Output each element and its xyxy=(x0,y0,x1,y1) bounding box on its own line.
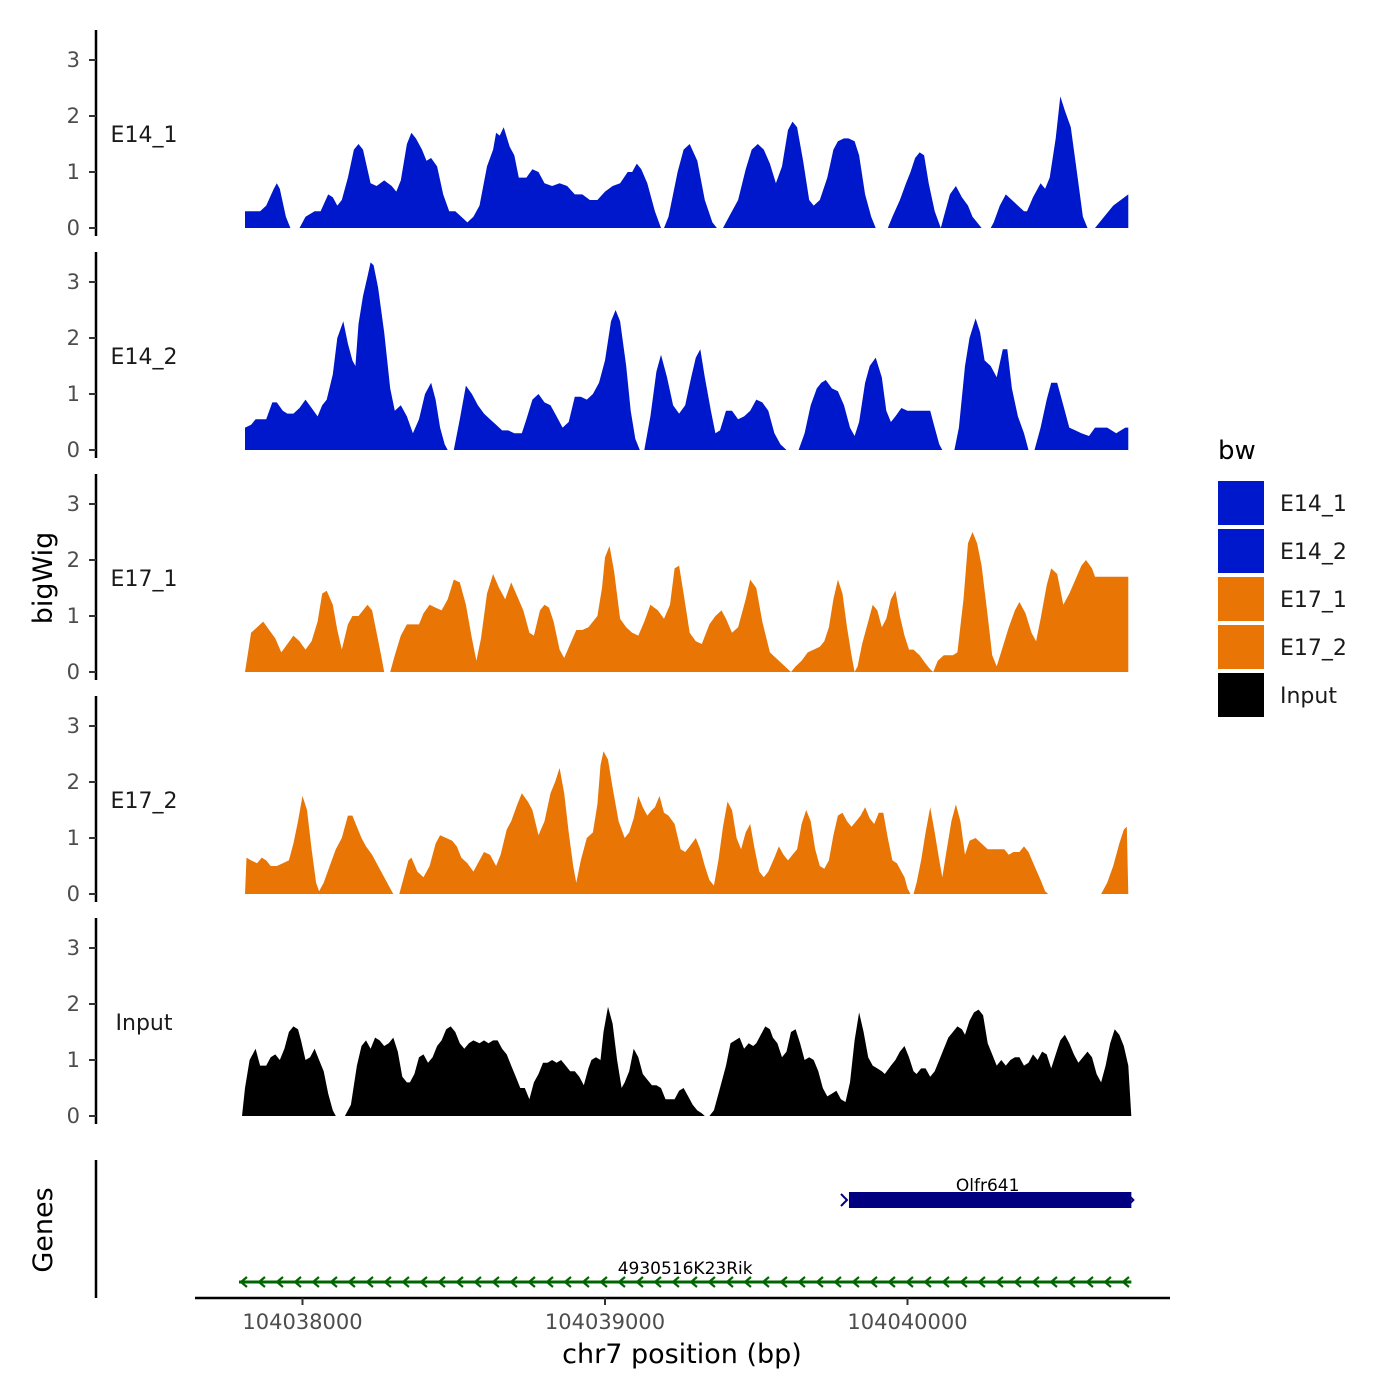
legend-item-e14-1: E14_1 xyxy=(1218,481,1347,525)
strand-arrows xyxy=(840,1193,1135,1207)
signal-tracks: 0 1 2 3 E14_1 0 1 2 3 E14_2 0 1 2 3 E17_1 0 1 2 3 E17_2 0 1 2 3… xyxy=(67,30,1132,1128)
legend-swatch xyxy=(1218,529,1264,573)
x-axis-title: chr7 position (bp) xyxy=(562,1339,802,1370)
y-tick-label: 1 xyxy=(67,1048,80,1072)
track-label-e14-2: E14_2 xyxy=(111,345,178,370)
track-e14-1: 0 1 2 3 E14_1 xyxy=(67,30,1129,240)
legend-item-e14-2: E14_2 xyxy=(1218,529,1347,573)
x-tick-label: 104039000 xyxy=(545,1310,665,1334)
legend-swatch xyxy=(1218,577,1264,621)
strand-arrows xyxy=(239,1276,1130,1288)
y-tick-label: 0 xyxy=(67,660,80,684)
x-tick-label: 104040000 xyxy=(847,1310,967,1334)
gene-name-label: Olfr641 xyxy=(956,1176,1020,1196)
genes-track-title: Genes xyxy=(28,1187,59,1272)
track-input: 0 1 2 3 Input xyxy=(67,918,1132,1128)
y-tick-label: 1 xyxy=(67,826,80,850)
legend-label: E14_2 xyxy=(1280,540,1347,565)
signal-area-e17-2 xyxy=(245,751,1129,894)
y-tick-label: 1 xyxy=(67,160,80,184)
legend-item-e17-2: E17_2 xyxy=(1218,625,1347,669)
y-tick-label: 0 xyxy=(67,438,80,462)
y-tick-label: 0 xyxy=(67,216,80,240)
signal-area-e14-2 xyxy=(245,262,1129,450)
x-tick-label: 104038000 xyxy=(242,1310,362,1334)
legend-swatch xyxy=(1218,481,1264,525)
legend-label: Input xyxy=(1280,684,1337,709)
gene-name-label: 4930516K23Rik xyxy=(618,1259,753,1279)
track-label-input: Input xyxy=(116,1011,173,1036)
legend-item-e17-1: E17_1 xyxy=(1218,577,1347,621)
y-tick-label: 3 xyxy=(67,48,80,72)
y-tick-label: 3 xyxy=(67,492,80,516)
y-tick-label: 3 xyxy=(67,936,80,960)
y-tick-label: 2 xyxy=(67,992,80,1016)
track-label-e17-1: E17_1 xyxy=(111,567,178,592)
y-tick-label: 2 xyxy=(67,770,80,794)
gene-body xyxy=(848,1192,1132,1208)
gene-4930516k23rik: 4930516K23Rik xyxy=(238,1259,1132,1288)
signal-area-e14-1 xyxy=(245,96,1129,229)
y-tick-label: 1 xyxy=(67,604,80,628)
track-label-e14-1: E14_1 xyxy=(111,123,178,148)
legend-label: E17_1 xyxy=(1280,588,1347,613)
legend-title: bw xyxy=(1218,436,1256,466)
gene-olfr641: Olfr641 xyxy=(840,1176,1135,1208)
y-tick-label: 2 xyxy=(67,548,80,572)
legend-label: E17_2 xyxy=(1280,636,1347,661)
track-label-e17-2: E17_2 xyxy=(111,789,178,814)
y-tick-label: 3 xyxy=(67,714,80,738)
track-e17-2: 0 1 2 3 E17_2 xyxy=(67,696,1129,906)
y-tick-label: 0 xyxy=(67,1104,80,1128)
track-e14-2: 0 1 2 3 E14_2 xyxy=(67,252,1129,462)
legend-label: E14_1 xyxy=(1280,492,1347,517)
y-tick-label: 3 xyxy=(67,270,80,294)
y-tick-label: 0 xyxy=(67,882,80,906)
signal-area-e17-1 xyxy=(245,532,1129,672)
legend-item-input: Input xyxy=(1218,673,1337,717)
gene-track: Olfr641 4930516K23Rik xyxy=(94,1160,1135,1298)
signal-area-input xyxy=(242,1006,1132,1116)
legend-swatch xyxy=(1218,673,1264,717)
x-axis: 104038000 104039000 104040000 xyxy=(195,1296,1170,1334)
track-e17-1: 0 1 2 3 E17_1 xyxy=(67,474,1129,684)
legend: bw E14_1 E14_2 E17_1 E17_2 Input xyxy=(1218,436,1347,717)
y-tick-label: 1 xyxy=(67,382,80,406)
y-tick-label: 2 xyxy=(67,104,80,128)
legend-swatch xyxy=(1218,625,1264,669)
y-tick-label: 2 xyxy=(67,326,80,350)
y-axis-title: bigWig xyxy=(28,532,59,625)
